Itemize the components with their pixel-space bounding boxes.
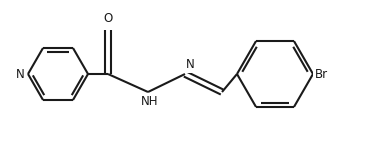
Text: N: N [16, 67, 25, 81]
Text: N: N [186, 58, 195, 71]
Text: NH: NH [141, 95, 159, 108]
Text: O: O [103, 12, 113, 25]
Text: Br: Br [315, 67, 328, 81]
